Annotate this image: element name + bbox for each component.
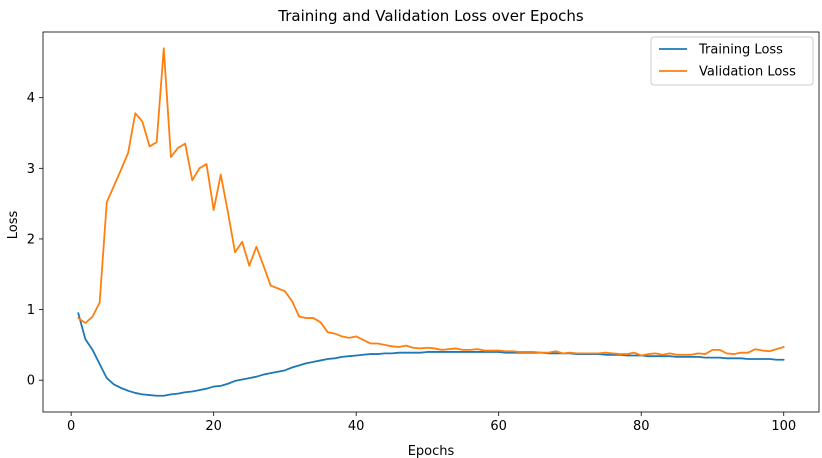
- plot-frame: [42, 31, 820, 413]
- series-line-validation-loss: [77, 47, 785, 357]
- x-tick-label: 60: [490, 419, 507, 434]
- x-axis-label: Epochs: [408, 444, 455, 458]
- y-tick-label: 2: [27, 232, 35, 247]
- x-tick-label: 100: [771, 419, 796, 434]
- x-tick-label: 80: [633, 419, 650, 434]
- legend-label: Validation Loss: [699, 65, 796, 80]
- chart-title: Training and Validation Loss over Epochs: [277, 7, 584, 25]
- y-tick-label: 0: [27, 374, 35, 389]
- x-tick-label: 40: [348, 419, 365, 434]
- y-tick-label: 3: [27, 162, 35, 177]
- legend-box: [650, 36, 814, 86]
- plot-area: [42, 31, 820, 413]
- x-tick-label: 0: [67, 419, 75, 434]
- x-axis: 0 20 40 60 80 100: [67, 412, 796, 434]
- y-tick-label: 4: [27, 91, 35, 106]
- series-line-training-loss: [77, 312, 785, 397]
- legend: Training Loss Validation Loss: [650, 36, 814, 86]
- x-tick-label: 20: [205, 419, 222, 434]
- y-tick-label: 1: [27, 303, 35, 318]
- y-axis-label: Loss: [6, 211, 21, 240]
- legend-label: Training Loss: [698, 43, 783, 58]
- y-axis: 0 1 2 3 4: [27, 91, 43, 389]
